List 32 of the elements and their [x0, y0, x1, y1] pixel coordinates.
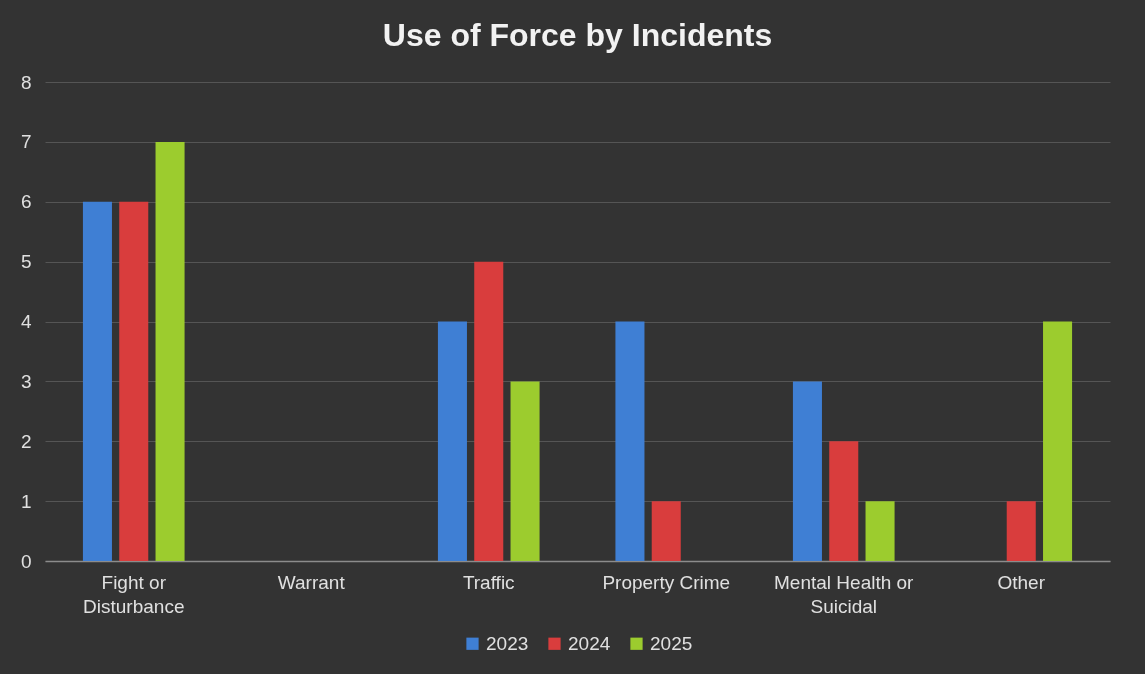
y-tick-label: 7: [20, 131, 32, 153]
bar: [437, 321, 467, 561]
x-tick-label: Mental Health or Suicidal: [774, 571, 915, 617]
y-tick-label: 8: [20, 71, 32, 93]
y-tick-label: 0: [20, 550, 32, 572]
chart-title: Use of Force by Incidents: [382, 17, 773, 53]
bar: [474, 261, 504, 561]
legend-label: 2023: [486, 632, 529, 654]
y-tick-label: 5: [20, 251, 32, 273]
y-tick-label: 6: [20, 191, 32, 213]
x-tick-label: Other: [997, 571, 1046, 593]
bar: [1043, 321, 1073, 561]
y-tick-label: 4: [20, 311, 32, 332]
y-tick-label: 3: [20, 370, 32, 392]
legend-label: 2024: [568, 632, 611, 654]
bar: [510, 381, 540, 561]
bar: [155, 141, 185, 561]
bar: [119, 201, 149, 561]
bar: [651, 501, 681, 561]
bar: [1006, 501, 1036, 561]
legend-label: 2025: [650, 632, 693, 654]
x-tick-label: Property Crime: [602, 571, 731, 593]
x-tick-label: Traffic: [462, 571, 515, 593]
bar: [829, 441, 859, 561]
bar: [792, 381, 822, 561]
bar: [615, 321, 645, 561]
y-tick-label: 2: [20, 430, 32, 452]
y-tick-label: 1: [20, 490, 32, 512]
bar: [865, 501, 895, 561]
x-tick-label: Fight or Disturbance: [83, 571, 185, 617]
x-tick-label: Warrant: [277, 571, 346, 593]
bar: [82, 201, 112, 561]
